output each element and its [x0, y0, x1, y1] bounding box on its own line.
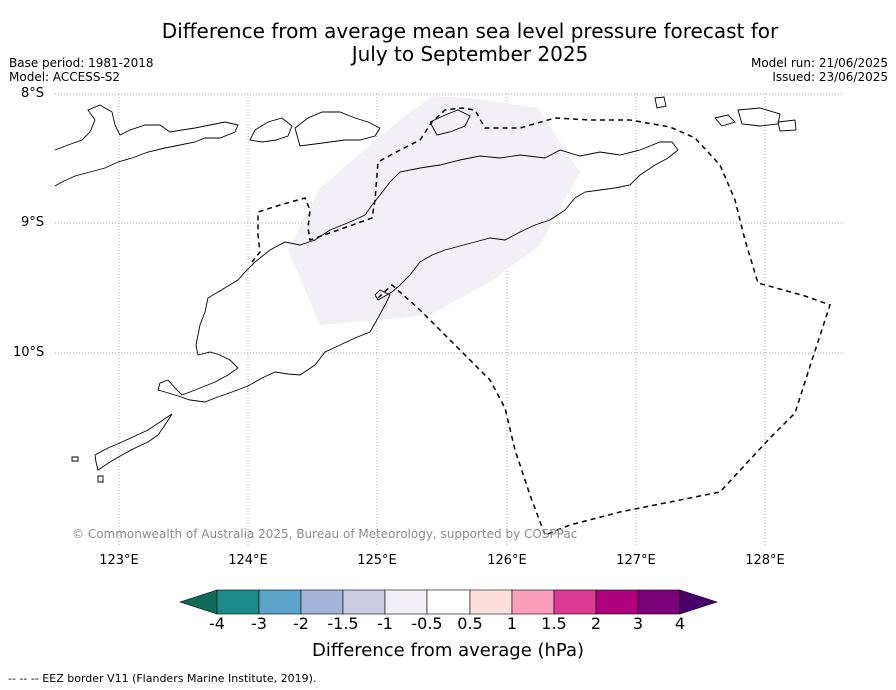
- colorbar-tick: -3: [251, 614, 267, 633]
- coastline-east-islet-4: [777, 119, 797, 132]
- model-name: Model: ACCESS-S2: [9, 70, 121, 84]
- colorbar: [179, 589, 718, 615]
- coastline-east-islet-1: [654, 96, 667, 109]
- colorbar-tick: 1.5: [541, 614, 567, 633]
- colorbar-tick: -1.5: [327, 614, 359, 633]
- colorbar-tick: 4: [674, 614, 686, 633]
- metadata-left: Base period: 1981-2018 Model: ACCESS-S2: [9, 56, 154, 84]
- lon-label-126e: 126°E: [487, 553, 527, 568]
- lon-label-127e: 127°E: [616, 553, 656, 568]
- colorbar-tick: -0.5: [411, 614, 443, 633]
- colorbar-bin-4: [342, 589, 386, 615]
- colorbar-tick: 1: [506, 614, 518, 633]
- copyright-credit: © Commonwealth of Australia 2025, Bureau…: [72, 527, 578, 541]
- lon-label-128e: 128°E: [745, 553, 785, 568]
- lat-label-8s: 8°S: [21, 86, 45, 101]
- coastline-timor: [157, 141, 679, 403]
- colorbar-tick: 0.5: [457, 614, 483, 633]
- coastline-north-islands-1: [54, 104, 239, 187]
- coastline-north-islands-3: [294, 111, 381, 147]
- colorbar-bin-9: [553, 589, 597, 615]
- lon-label-125e: 125°E: [357, 553, 397, 568]
- colorbar-bin-5: [384, 589, 428, 615]
- colorbar-tick: 3: [632, 614, 644, 633]
- coastline-small-islet-1: [71, 456, 79, 462]
- coastline-wetar: [429, 109, 471, 136]
- lat-label-9s: 9°S: [21, 215, 45, 230]
- lon-label-123e: 123°E: [99, 553, 139, 568]
- lon-label-124e: 124°E: [228, 553, 268, 568]
- colorbar-bin-1: [216, 589, 260, 615]
- lat-label-10s: 10°S: [13, 345, 45, 360]
- eez-border-north-line: [251, 107, 831, 536]
- title-line-2: July to September 2025: [351, 42, 589, 66]
- metadata-right: Model run: 21/06/2025 Issued: 23/06/2025: [751, 56, 888, 84]
- coastline-small-islet-2: [97, 475, 104, 483]
- eez-legend-note: -- -- -- EEZ border V11 (Flanders Marine…: [8, 672, 317, 685]
- colorbar-bin-11: [637, 589, 681, 615]
- page-title: Difference from average mean sea level p…: [0, 20, 896, 66]
- base-period: Base period: 1981-2018: [9, 56, 154, 70]
- model-run: Model run: 21/06/2025: [750, 56, 888, 70]
- colorbar-bin-10: [595, 589, 639, 615]
- coastline-south-islands: [94, 413, 173, 471]
- issued-date: Issued: 23/06/2025: [772, 70, 888, 84]
- colorbar-tick: -2: [293, 614, 309, 633]
- colorbar-tick: 2: [590, 614, 602, 633]
- pressure-anomaly-region: [288, 96, 580, 325]
- colorbar-label: Difference from average (hPa): [311, 640, 585, 661]
- coastline-north-islands-2: [249, 117, 293, 143]
- colorbar-bin-3: [300, 589, 344, 615]
- colorbar-bin-6: [426, 589, 471, 615]
- coastline-east-islet-3: [737, 107, 781, 127]
- eez-border: [251, 107, 831, 536]
- colorbar-bin-2: [258, 589, 302, 615]
- coastline-east-islet-2: [714, 114, 736, 127]
- colorbar-extend-high: [679, 589, 718, 615]
- colorbar-bin-7: [469, 589, 513, 615]
- colorbar-tick: -4: [209, 614, 225, 633]
- colorbar-extend-low: [179, 589, 218, 615]
- colorbar-bin-8: [511, 589, 555, 615]
- colorbar-tick: -1: [377, 614, 393, 633]
- coastlines: [54, 96, 797, 483]
- title-line-1: Difference from average mean sea level p…: [161, 19, 779, 43]
